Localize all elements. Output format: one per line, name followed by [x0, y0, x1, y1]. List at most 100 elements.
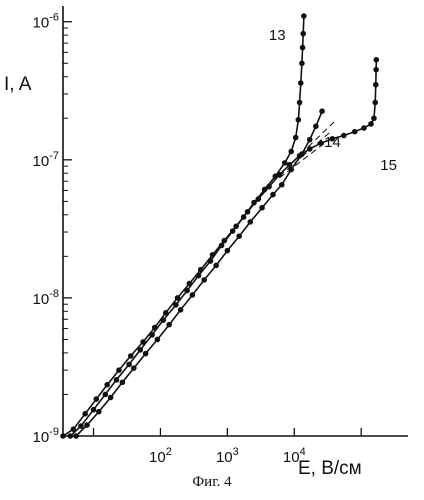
data-point-13: [296, 117, 302, 123]
data-point-14: [120, 379, 126, 385]
y-axis-ticks: 10-9 10-8 10-7 10-6: [33, 12, 72, 446]
data-point-15: [104, 382, 110, 388]
data-point-13: [300, 31, 306, 37]
data-point-15: [307, 146, 313, 152]
x-tick-label: 103: [216, 446, 239, 466]
data-point-15: [198, 267, 204, 273]
y-tick-label: 10-6: [33, 12, 59, 32]
plot-area: 10-910-810-710-6 102103104 131415: [33, 6, 408, 466]
data-point-14: [319, 108, 325, 114]
data-point-15: [222, 238, 228, 244]
data-point-13: [196, 273, 202, 279]
data-point-13: [219, 243, 225, 249]
data-point-13: [184, 288, 190, 294]
data-point-15: [175, 295, 181, 301]
data-point-15: [341, 133, 347, 139]
y-tick-label: 10-7: [33, 150, 59, 170]
data-point-13: [230, 228, 236, 234]
data-point-13: [298, 80, 304, 86]
data-point-15: [116, 367, 122, 373]
y-tick-label: 10-9: [33, 426, 59, 446]
data-point-13: [293, 135, 299, 141]
data-point-13: [114, 377, 120, 383]
data-point-14: [96, 409, 102, 415]
curve-13: [70, 16, 304, 436]
data-point-15: [210, 252, 216, 258]
data-point-13: [282, 160, 288, 166]
data-point-14: [288, 167, 294, 173]
data-point-15: [361, 125, 367, 131]
data-points: [60, 13, 379, 439]
data-point-15: [318, 140, 324, 146]
data-point-15: [373, 82, 379, 88]
data-point-15: [297, 153, 303, 159]
data-point-15: [128, 353, 134, 359]
data-point-15: [373, 67, 379, 73]
data-point-15: [93, 396, 99, 402]
data-point-14: [178, 307, 184, 313]
data-point-14: [313, 123, 319, 129]
data-point-15: [163, 310, 169, 316]
data-point-13: [78, 423, 84, 429]
data-point-13: [68, 433, 74, 439]
data-point-15: [287, 162, 293, 168]
data-point-14: [190, 292, 196, 298]
data-point-14: [73, 433, 79, 439]
data-point-14: [225, 248, 231, 254]
curve-label-15: 15: [380, 157, 397, 174]
data-point-14: [166, 322, 172, 328]
dashed-extrapolation: [279, 132, 330, 177]
data-point-13: [300, 45, 306, 51]
data-point-15: [60, 433, 66, 439]
data-point-14: [259, 205, 265, 211]
data-point-15: [187, 281, 193, 287]
data-point-15: [71, 426, 77, 432]
data-point-15: [245, 209, 251, 215]
data-point-13: [297, 100, 303, 106]
data-point-15: [152, 325, 158, 331]
data-point-14: [143, 351, 149, 357]
data-point-15: [371, 115, 377, 121]
data-point-15: [266, 184, 272, 190]
data-point-15: [373, 57, 379, 63]
data-point-14: [155, 337, 161, 343]
data-point-15: [233, 224, 239, 230]
data-point-14: [201, 277, 207, 283]
data-point-14: [213, 263, 219, 269]
data-point-13: [208, 258, 214, 264]
curve-labels: 13 14 15: [269, 27, 397, 174]
y-axis-label: I, A: [4, 74, 32, 95]
data-point-14: [108, 395, 114, 401]
data-point-15: [372, 100, 378, 106]
data-point-15: [140, 339, 146, 345]
data-point-13: [91, 407, 97, 413]
data-point-13: [126, 362, 132, 368]
data-point-14: [270, 192, 276, 198]
data-point-14: [84, 422, 90, 428]
y-tick-label: 10-8: [33, 288, 59, 308]
data-point-15: [256, 196, 262, 202]
data-point-14: [131, 365, 137, 371]
data-point-13: [288, 149, 294, 155]
figure-caption: Фиг. 4: [0, 474, 424, 491]
data-point-13: [149, 332, 155, 338]
data-point-13: [102, 392, 108, 398]
data-point-14: [279, 182, 285, 188]
data-point-15: [277, 172, 283, 178]
data-point-15: [352, 129, 358, 135]
data-point-13: [173, 302, 179, 308]
curve-label-13: 13: [269, 27, 286, 44]
data-point-13: [299, 61, 305, 67]
data-point-13: [241, 214, 247, 220]
x-tick-label: 102: [149, 446, 172, 466]
data-point-15: [368, 121, 374, 127]
data-point-13: [160, 317, 166, 323]
data-point-14: [236, 233, 242, 239]
data-point-14: [247, 219, 253, 225]
data-point-13: [301, 13, 307, 19]
curve-label-14: 14: [324, 134, 341, 151]
data-point-15: [82, 411, 88, 417]
data-curves: [63, 16, 376, 436]
data-point-13: [251, 200, 257, 206]
